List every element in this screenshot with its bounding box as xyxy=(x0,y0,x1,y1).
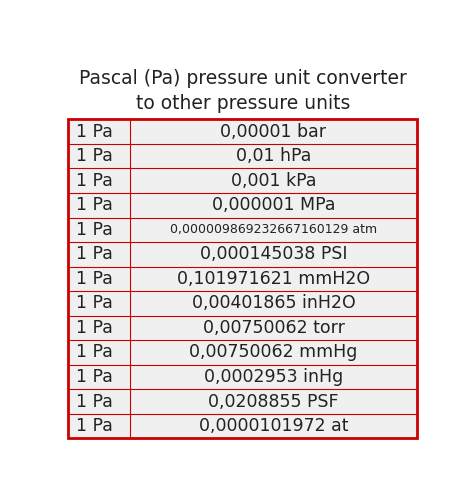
Text: 0,0002953 inHg: 0,0002953 inHg xyxy=(204,368,343,386)
Text: 0,0208855 PSF: 0,0208855 PSF xyxy=(208,393,339,411)
Text: 0,0000101972 at: 0,0000101972 at xyxy=(199,417,348,435)
Bar xyxy=(68,218,418,242)
Bar xyxy=(68,266,418,291)
Text: 0,00001 bar: 0,00001 bar xyxy=(220,123,327,141)
Text: Pascal (Pa) pressure unit converter
to other pressure units: Pascal (Pa) pressure unit converter to o… xyxy=(79,69,407,113)
Bar xyxy=(68,119,418,144)
Text: 1 Pa: 1 Pa xyxy=(76,147,113,165)
Text: 0,00750062 mmHg: 0,00750062 mmHg xyxy=(189,343,358,361)
Text: 1 Pa: 1 Pa xyxy=(76,270,113,288)
Bar xyxy=(68,316,418,340)
Text: 1 Pa: 1 Pa xyxy=(76,294,113,312)
Text: 1 Pa: 1 Pa xyxy=(76,246,113,263)
Text: 0,000001 MPa: 0,000001 MPa xyxy=(212,196,335,214)
Text: 1 Pa: 1 Pa xyxy=(76,319,113,337)
Text: 1 Pa: 1 Pa xyxy=(76,123,113,141)
Bar xyxy=(68,144,418,169)
Bar xyxy=(68,414,418,438)
Text: 0,001 kPa: 0,001 kPa xyxy=(231,172,316,190)
Text: 1 Pa: 1 Pa xyxy=(76,368,113,386)
Text: 0,000145038 PSI: 0,000145038 PSI xyxy=(200,246,347,263)
Bar xyxy=(68,193,418,218)
Text: 1 Pa: 1 Pa xyxy=(76,393,113,411)
Text: 0,00000986923266716​0129 atm: 0,00000986923266716​0129 atm xyxy=(170,224,377,237)
Bar xyxy=(68,169,418,193)
Text: 1 Pa: 1 Pa xyxy=(76,196,113,214)
Text: 0,101971621 mmH2O: 0,101971621 mmH2O xyxy=(177,270,370,288)
Text: 0,00401865 inH2O: 0,00401865 inH2O xyxy=(191,294,356,312)
Text: 1 Pa: 1 Pa xyxy=(76,343,113,361)
Bar xyxy=(68,389,418,414)
Text: 1 Pa: 1 Pa xyxy=(76,417,113,435)
Bar xyxy=(68,291,418,316)
Text: 0,01 hPa: 0,01 hPa xyxy=(236,147,311,165)
Text: 0,00750062 torr: 0,00750062 torr xyxy=(202,319,345,337)
Text: 1 Pa: 1 Pa xyxy=(76,172,113,190)
Bar xyxy=(68,365,418,389)
Bar xyxy=(68,340,418,365)
Text: 1 Pa: 1 Pa xyxy=(76,221,113,239)
Bar xyxy=(68,242,418,266)
